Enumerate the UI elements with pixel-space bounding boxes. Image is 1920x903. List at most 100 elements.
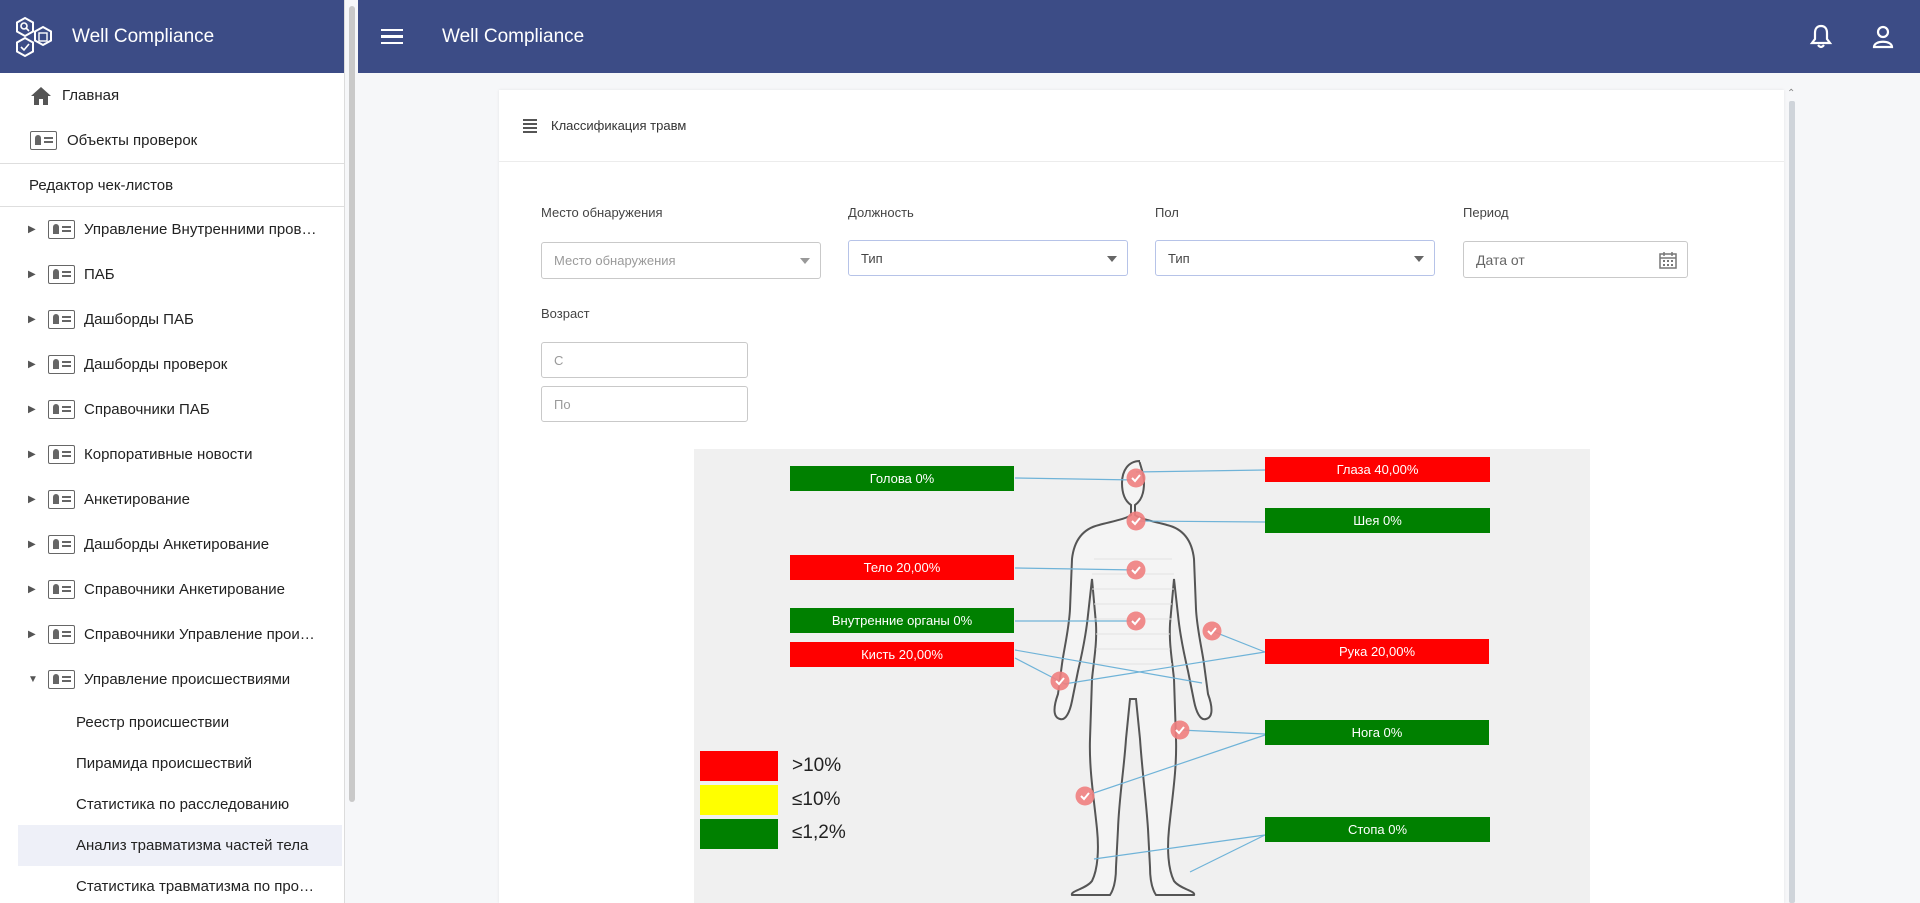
sidebar-item-label: Управление Внутренними пров… — [84, 221, 317, 238]
caret-right-icon: ▶ — [28, 359, 36, 370]
body-part-label-text: Тело 20,00% — [863, 560, 941, 575]
id-card-icon — [48, 670, 75, 689]
id-card-icon — [48, 310, 75, 329]
caret-right-icon: ▶ — [28, 404, 36, 415]
sidebar-group-survey-dashboards[interactable]: ▶ Дашборды Анкетирование — [0, 522, 344, 567]
card-title: Классификация травм — [551, 118, 687, 133]
id-card-icon — [48, 265, 75, 284]
id-card-icon — [48, 535, 75, 554]
scroll-up-icon[interactable]: ⌃ — [1787, 88, 1796, 99]
menu-icon[interactable] — [381, 25, 403, 49]
sidebar-subitem-injury-stats[interactable]: Статистика травматизма по про… — [0, 866, 344, 903]
caret-right-icon: ▶ — [28, 269, 36, 280]
location-select[interactable]: Место обнаружения — [541, 242, 821, 279]
sidebar-group-incident-references[interactable]: ▶ Справочники Управление прои… — [0, 612, 344, 657]
sidebar-subitem-body-injury-analysis[interactable]: Анализ травматизма частей тела — [18, 825, 342, 866]
body-part-label-internal-organs[interactable]: Внутренние органы 0% — [790, 608, 1014, 633]
position-label: Должность — [848, 205, 914, 220]
injury-markers — [1050, 468, 1222, 806]
body-part-label-arm[interactable]: Рука 20,00% — [1265, 639, 1489, 664]
body-part-label-leg[interactable]: Нога 0% — [1265, 720, 1489, 745]
body-part-label-neck[interactable]: Шея 0% — [1265, 508, 1490, 533]
body-part-label-text: Шея 0% — [1353, 513, 1402, 528]
age-label: Возраст — [541, 306, 590, 321]
period-date-from-input[interactable]: Дата от — [1463, 241, 1688, 278]
id-card-icon — [48, 490, 75, 509]
chevron-down-icon — [1414, 256, 1424, 262]
sidebar-subitem-investigation-stats[interactable]: Статистика по расследованию — [0, 784, 344, 825]
location-placeholder: Место обнаружения — [554, 253, 676, 268]
legend-swatch-medium — [700, 785, 778, 815]
location-label: Место обнаружения — [541, 205, 663, 220]
id-card-icon — [48, 355, 75, 374]
chevron-down-icon — [1107, 256, 1117, 262]
sidebar-item-label: Объекты проверок — [67, 132, 198, 149]
bell-icon[interactable] — [1809, 24, 1833, 50]
sidebar-header: Well Compliance — [0, 0, 344, 73]
sidebar-item-label: Справочники ПАБ — [84, 401, 210, 418]
body-part-label-text: Голова 0% — [869, 471, 935, 486]
sidebar-scrollbar[interactable] — [349, 6, 355, 802]
sidebar-item-label: Анкетирование — [84, 491, 190, 508]
id-card-icon — [48, 625, 75, 644]
sidebar-subitem-incident-registry[interactable]: Реестр происшествии — [0, 702, 344, 743]
caret-right-icon: ▶ — [28, 494, 36, 505]
sidebar-subitem-incident-pyramid[interactable]: Пирамида происшествий — [0, 743, 344, 784]
sidebar-group-internal-audits[interactable]: ▶ Управление Внутренними пров… — [0, 207, 344, 252]
gender-select[interactable]: Тип — [1155, 240, 1435, 276]
age-from-input[interactable]: С — [541, 342, 748, 378]
body-part-label-text: Нога 0% — [1351, 725, 1403, 740]
id-card-icon — [48, 400, 75, 419]
body-part-label-eyes[interactable]: Глаза 40,00% — [1265, 457, 1490, 482]
body-part-label-text: Глаза 40,00% — [1336, 462, 1419, 477]
sidebar-group-corporate-news[interactable]: ▶ Корпоративные новости — [0, 432, 344, 477]
legend-label-high: >10% — [792, 755, 842, 776]
caret-right-icon: ▶ — [28, 224, 36, 235]
body-part-label-text: Стопа 0% — [1347, 822, 1408, 837]
calendar-icon[interactable] — [1659, 251, 1677, 269]
body-part-label-hand[interactable]: Кисть 20,00% — [790, 642, 1014, 667]
divider — [0, 163, 344, 164]
sidebar-item-label: Главная — [62, 87, 120, 104]
list-icon — [523, 117, 537, 135]
caret-right-icon: ▶ — [28, 539, 36, 550]
body-part-label-foot[interactable]: Стопа 0% — [1265, 817, 1490, 842]
age-to-input[interactable]: По — [541, 386, 748, 422]
sidebar-item-label: Статистика травматизма по про… — [76, 878, 315, 895]
id-card-icon — [48, 445, 75, 464]
sidebar-group-incident-management[interactable]: ▼ Управление происшествиями — [0, 657, 344, 702]
position-value: Тип — [861, 250, 883, 266]
sidebar-group-pab-references[interactable]: ▶ Справочники ПАБ — [0, 387, 344, 432]
app-logo-icon — [16, 16, 52, 57]
sidebar-app-title: Well Compliance — [72, 25, 215, 47]
sidebar-group-pab[interactable]: ▶ ПАБ — [0, 252, 344, 297]
card-header: Классификация травм — [499, 90, 1784, 162]
sidebar-group-inspection-dashboards[interactable]: ▶ Дашборды проверок — [0, 342, 344, 387]
user-icon[interactable] — [1871, 24, 1895, 50]
legend-label-low: ≤1,2% — [792, 822, 846, 843]
sidebar-item-label: Реестр происшествии — [76, 714, 230, 731]
sidebar-item-label: Справочники Анкетирование — [84, 581, 285, 598]
body-injury-diagram: Голова 0% Глаза 40,00% Шея 0% Тело 20,00… — [694, 449, 1590, 903]
sidebar-group-survey-references[interactable]: ▶ Справочники Анкетирование — [0, 567, 344, 612]
content-scrollbar[interactable] — [1789, 101, 1795, 903]
caret-right-icon: ▶ — [28, 314, 36, 325]
sidebar-item-inspection-objects[interactable]: Объекты проверок — [0, 118, 344, 163]
body-diagram-graphic — [1014, 460, 1266, 896]
connector-lines — [1014, 469, 1266, 873]
caret-right-icon: ▶ — [28, 629, 36, 640]
sidebar-group-surveys[interactable]: ▶ Анкетирование — [0, 477, 344, 522]
body-part-label-text: Кисть 20,00% — [861, 647, 943, 662]
id-card-icon — [48, 220, 75, 239]
sidebar-item-home[interactable]: Главная — [0, 73, 344, 118]
sidebar-item-checklist-editor[interactable]: Редактор чек-листов — [0, 164, 344, 207]
legend-label-medium: ≤10% — [792, 789, 841, 810]
body-part-label-head[interactable]: Голова 0% — [790, 466, 1014, 491]
body-part-label-torso[interactable]: Тело 20,00% — [790, 555, 1014, 580]
sidebar-group-pab-dashboards[interactable]: ▶ Дашборды ПАБ — [0, 297, 344, 342]
sidebar-item-label: ПАБ — [84, 266, 115, 283]
sidebar-item-label: Статистика по расследованию — [76, 796, 290, 813]
topbar-title: Well Compliance — [442, 25, 585, 47]
position-select[interactable]: Тип — [848, 240, 1128, 276]
chevron-down-icon — [800, 258, 810, 264]
